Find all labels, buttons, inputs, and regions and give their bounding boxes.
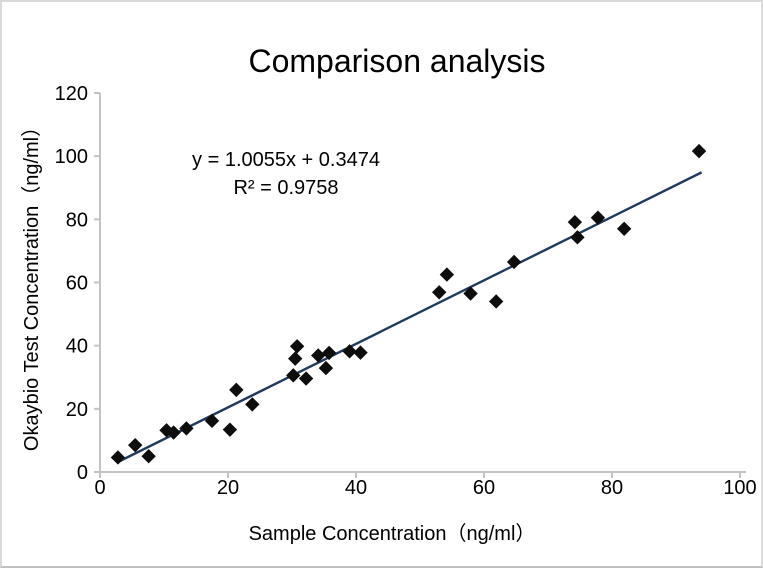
- x-tick-label: 40: [345, 477, 367, 499]
- data-point: [570, 230, 585, 245]
- data-point: [141, 449, 156, 464]
- y-tick-label: 0: [77, 462, 88, 484]
- data-point: [179, 421, 194, 436]
- data-point: [311, 348, 326, 363]
- y-tick-label: 40: [66, 336, 88, 358]
- data-point: [321, 345, 337, 361]
- data-point: [286, 368, 301, 383]
- data-point: [567, 214, 583, 230]
- y-tick-label: 60: [66, 273, 88, 295]
- data-point: [229, 382, 244, 398]
- chart-title: Comparison analysis: [248, 43, 545, 79]
- data-point: [353, 345, 368, 360]
- data-point: [616, 221, 632, 237]
- trendline-r-squared-label: R² = 0.9758: [233, 177, 338, 199]
- y-tick-label: 100: [55, 146, 88, 168]
- axes: 0 20 40 60 80 100 0 20 40 60 80 100 120: [55, 83, 757, 499]
- data-point: [204, 413, 220, 429]
- data-point: [289, 339, 305, 354]
- data-point: [463, 286, 478, 301]
- data-point: [488, 294, 504, 309]
- y-tick-label: 120: [55, 83, 88, 105]
- x-tick-label: 80: [601, 477, 623, 499]
- data-point: [298, 371, 314, 386]
- data-point: [318, 360, 334, 376]
- data-point: [245, 397, 260, 412]
- trendline-segment: [117, 171, 703, 464]
- data-point: [128, 437, 143, 453]
- data-point: [166, 425, 181, 440]
- data-point: [159, 423, 174, 438]
- y-axis-title: Okaybio Test Concentration（ng/ml）: [20, 117, 43, 451]
- y-tick-label: 20: [66, 399, 88, 421]
- data-point: [342, 344, 357, 359]
- data-point: [590, 210, 606, 225]
- x-tick-label: 100: [723, 477, 756, 499]
- data-point: [110, 450, 126, 465]
- scatter-points: [110, 143, 707, 465]
- data-point: [439, 267, 455, 282]
- trendline: [117, 171, 703, 464]
- data-point: [222, 422, 238, 437]
- x-tick-label: 60: [473, 477, 495, 499]
- trendline-equation-label: y = 1.0055x + 0.3474: [192, 149, 380, 171]
- data-point: [288, 351, 303, 366]
- data-point: [691, 143, 707, 159]
- x-tick-label: 0: [94, 477, 105, 499]
- x-tick-label: 20: [217, 477, 239, 499]
- x-axis-title: Sample Concentration（ng/ml）: [249, 522, 536, 545]
- data-point: [506, 254, 522, 270]
- data-point: [432, 285, 447, 300]
- y-tick-label: 80: [66, 209, 88, 231]
